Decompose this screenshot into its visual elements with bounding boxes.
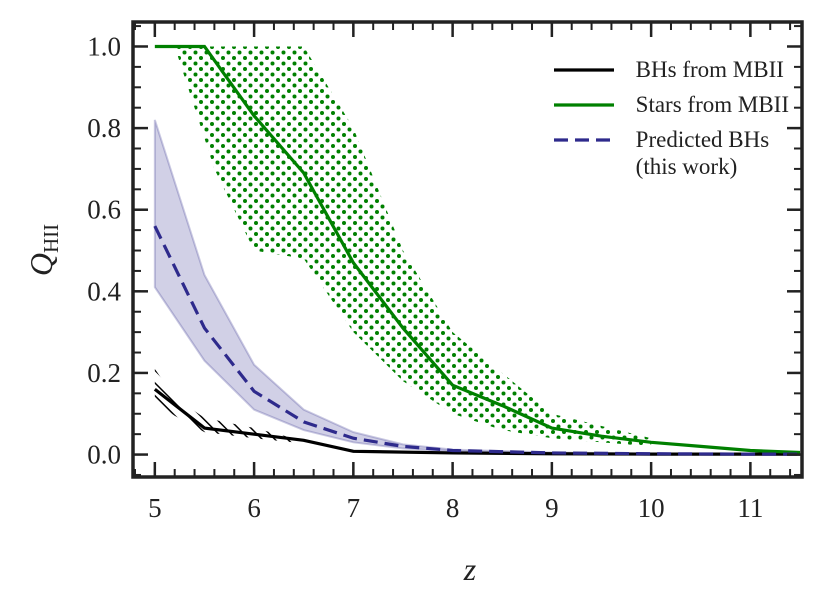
x-tick-label: 7 [347, 493, 361, 523]
x-tick-label: 8 [446, 493, 460, 523]
y-tick-label: 0.4 [87, 276, 121, 306]
line [154, 44, 801, 455]
y-label-main: Q [23, 253, 59, 276]
legend-label: Stars from MBII [635, 92, 789, 117]
y-tick-label: 1.0 [87, 31, 121, 61]
plot-area [153, 44, 802, 456]
y-tick-label: 0.2 [87, 358, 121, 388]
legend-entry: Stars from MBII [553, 91, 789, 118]
legend-label: Predicted BHs (this work) [635, 127, 770, 179]
legend-swatch [553, 103, 614, 107]
legend-entry: BHs from MBII [553, 56, 789, 83]
legend: BHs from MBII Stars from MBII Predicted BH… [553, 56, 789, 188]
x-tick-label: 6 [247, 493, 261, 523]
y-axis-label: QHII [23, 224, 63, 276]
frame [131, 20, 804, 479]
x-tick-label: 9 [545, 493, 559, 523]
x-tick-label: 11 [737, 493, 763, 523]
y-label-sub: HII [39, 224, 63, 253]
band [174, 46, 652, 447]
x-tick-label: 5 [148, 493, 162, 523]
y-tick-label: 0.6 [87, 195, 121, 225]
legend-swatch [553, 68, 614, 72]
y-tick-label: 0.0 [87, 440, 121, 470]
legend-label: BHs from MBII [635, 57, 784, 82]
x-axis-label: z [463, 551, 477, 587]
y-tick-label: 0.8 [87, 113, 121, 143]
band [154, 368, 294, 443]
line [153, 225, 801, 456]
legend-entry: Predicted BHs (this work) [553, 126, 789, 180]
x-tick-label: 10 [638, 493, 665, 523]
legend-swatch [553, 138, 614, 142]
